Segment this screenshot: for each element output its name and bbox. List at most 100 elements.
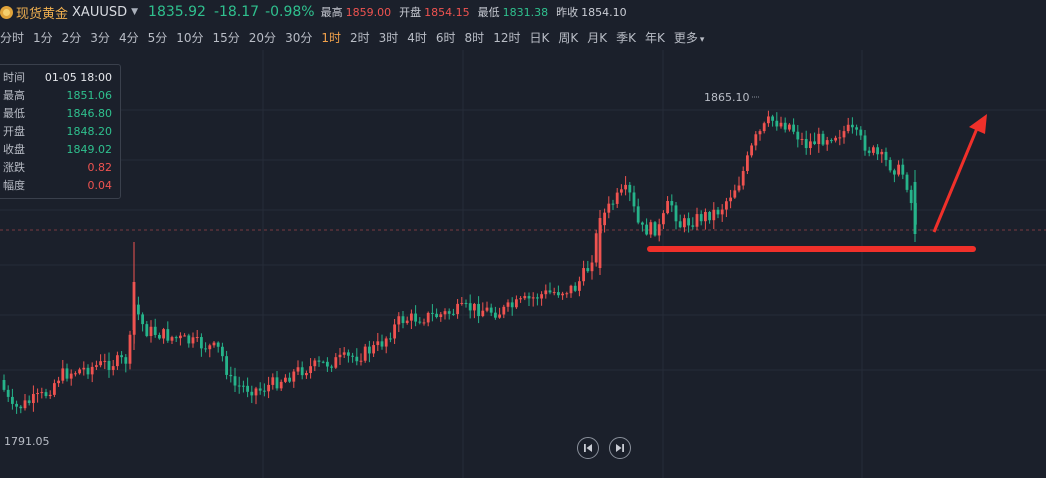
period-tab-20[interactable]: 季K — [616, 30, 636, 45]
candle-body — [351, 355, 354, 357]
period-tab-16[interactable]: 12时 — [493, 30, 521, 45]
next-button[interactable] — [609, 437, 631, 459]
candle-body — [15, 403, 18, 407]
tooltip-close: 1849.02 — [66, 142, 113, 156]
candle-body — [489, 307, 493, 313]
period-tab-12[interactable]: 3时 — [378, 30, 399, 45]
candle-body — [611, 203, 615, 205]
tooltip-high-label: 最高 — [3, 89, 25, 102]
candle-body — [598, 218, 602, 268]
tooltip-change: 0.82 — [87, 160, 113, 174]
period-tab-6[interactable]: 10分 — [176, 30, 204, 45]
tooltip-amp-label: 幅度 — [3, 179, 25, 192]
symbol-name[interactable]: 现货黄金 — [16, 6, 69, 22]
chevron-down-icon[interactable]: ▼ — [131, 7, 139, 17]
candle-body — [628, 184, 632, 193]
high-value: 1859.00 — [345, 5, 392, 19]
candle-body — [506, 302, 510, 307]
tooltip-change-row: 涨跌 0.82 — [3, 158, 112, 176]
candle-body — [300, 367, 304, 376]
candle-body — [855, 127, 858, 130]
candle-tooltip: 时间 01-05 18:00 最高 1851.06 最低 1846.80 开盘 … — [0, 64, 121, 199]
candle-body — [271, 377, 275, 385]
candle-body — [149, 326, 153, 337]
candle-body — [103, 360, 107, 362]
prev-button[interactable] — [577, 437, 599, 459]
candle-body — [712, 209, 716, 221]
period-tab-18[interactable]: 周K — [558, 30, 579, 45]
candle-body — [78, 369, 81, 374]
candle-body — [145, 324, 149, 337]
period-tab-9[interactable]: 30分 — [285, 30, 313, 45]
tooltip-open-label: 开盘 — [3, 125, 25, 138]
candle-body — [771, 116, 774, 121]
tooltip-low-row: 最低 1846.80 — [3, 104, 112, 122]
candle-body — [691, 225, 695, 227]
gold-coin-icon — [0, 5, 13, 19]
period-tab-17[interactable]: 日K — [529, 30, 550, 45]
candle-body — [557, 292, 560, 296]
period-tab-7[interactable]: 15分 — [212, 30, 240, 45]
candle-body — [237, 385, 241, 387]
candle-body — [338, 354, 342, 358]
period-tab-21[interactable]: 年K — [644, 30, 665, 45]
candle-body — [683, 218, 686, 228]
period-tab-5[interactable]: 5分 — [147, 30, 168, 45]
candle-body — [657, 224, 661, 236]
open-label: 开盘 — [399, 6, 422, 19]
candle-body — [519, 298, 522, 300]
tooltip-low: 1846.80 — [66, 106, 113, 120]
candle-body — [384, 338, 388, 347]
candlestick-chart[interactable] — [0, 50, 1046, 478]
period-tab-22[interactable]: 更多 — [674, 29, 705, 46]
candle-body — [544, 290, 548, 295]
tooltip-time: 01-05 18:00 — [44, 70, 112, 84]
candle-body — [687, 218, 690, 226]
period-tab-14[interactable]: 6时 — [435, 30, 456, 45]
candle-body — [305, 373, 308, 376]
candle-body — [796, 131, 800, 140]
candle-body — [804, 138, 808, 149]
candle-body — [418, 321, 422, 323]
candle-body — [888, 159, 892, 171]
candle-body — [23, 400, 27, 409]
candle-body — [699, 214, 703, 222]
candle-body — [208, 345, 212, 350]
candle-body — [401, 316, 405, 324]
candle-body — [758, 131, 762, 135]
period-tab-15[interactable]: 8时 — [464, 30, 485, 45]
candle-body — [464, 302, 468, 304]
period-tab-0[interactable]: 分时 — [0, 30, 25, 45]
candle-body — [263, 390, 266, 392]
tooltip-high-row: 最高 1851.06 — [3, 86, 112, 104]
symbol-code[interactable]: XAUUSD — [72, 4, 128, 20]
candle-body — [725, 201, 728, 210]
candle-body — [485, 307, 489, 311]
tooltip-close-row: 收盘 1849.02 — [3, 140, 112, 158]
candle-body — [548, 290, 552, 293]
candle-body — [876, 147, 879, 155]
candle-body — [321, 361, 325, 363]
candle-body — [800, 138, 804, 140]
period-tab-11[interactable]: 2时 — [349, 30, 370, 45]
period-tab-3[interactable]: 3分 — [90, 30, 110, 45]
tooltip-open: 1848.20 — [66, 124, 113, 138]
candle-body — [510, 302, 514, 308]
candle-body — [565, 293, 569, 295]
low-value: 1831.38 — [502, 5, 549, 19]
candle-body — [704, 211, 707, 222]
candle-body — [212, 342, 216, 346]
tooltip-amp-row: 幅度 0.04 — [3, 176, 112, 194]
period-tab-19[interactable]: 月K — [587, 30, 608, 45]
period-tab-2[interactable]: 2分 — [61, 30, 82, 45]
period-tab-13[interactable]: 4时 — [407, 30, 427, 45]
candle-body — [250, 391, 254, 396]
period-tab-1[interactable]: 1分 — [33, 30, 53, 45]
candle-body — [897, 164, 900, 175]
period-tab-4[interactable]: 4分 — [118, 30, 139, 45]
candle-body — [120, 355, 123, 358]
period-tab-10[interactable]: 1时 — [321, 30, 341, 45]
candle-body — [275, 377, 279, 389]
tooltip-time-label: 时间 — [3, 71, 25, 84]
period-tab-8[interactable]: 20分 — [248, 30, 277, 45]
